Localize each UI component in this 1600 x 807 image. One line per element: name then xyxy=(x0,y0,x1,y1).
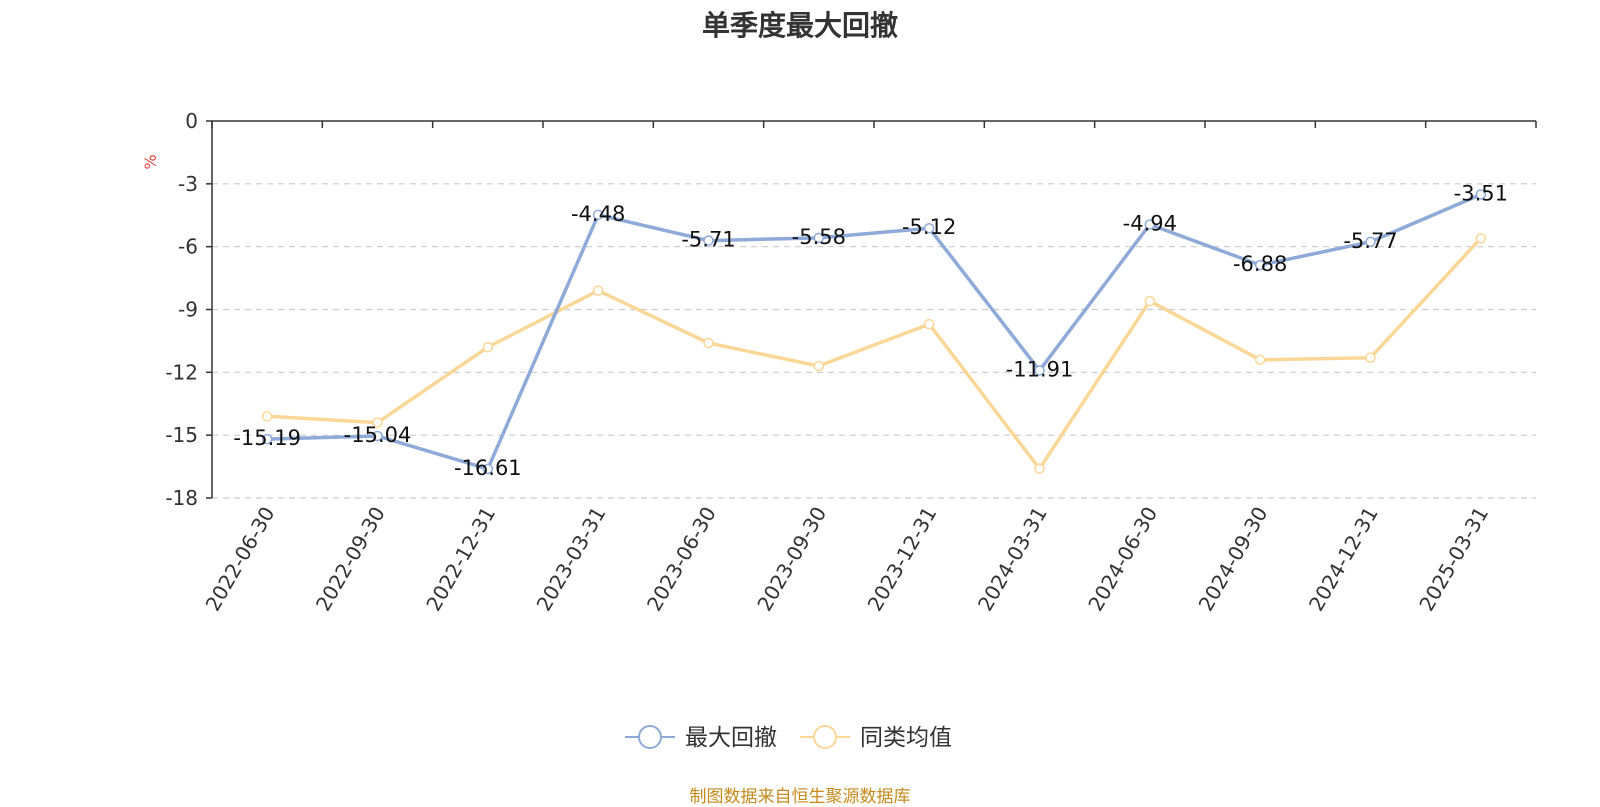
y-tick-label: -9 xyxy=(178,298,198,322)
x-tick-label: 2024-06-30 xyxy=(1083,503,1162,616)
data-point xyxy=(592,209,604,221)
legend-label: 同类均值 xyxy=(860,725,952,751)
y-tick-label: -3 xyxy=(178,172,198,196)
legend: 最大回撤 同类均值 xyxy=(625,725,952,751)
axes xyxy=(206,120,1537,499)
chart-title: 单季度最大回撤 xyxy=(701,9,898,42)
y-axis-unit-label: % xyxy=(141,154,160,169)
x-tick-label: 2022-12-31 xyxy=(421,503,500,616)
data-labels: -15.19 -15.04 -16.61 -4.48 -5.71 -5.58 -5.12 -1… xyxy=(233,182,1508,480)
data-label: -5.58 xyxy=(792,225,846,249)
data-label: -5.12 xyxy=(902,215,956,239)
data-point xyxy=(1254,259,1266,271)
x-tick-label: 2024-09-30 xyxy=(1194,503,1273,616)
data-point xyxy=(703,337,714,349)
x-tick-label: 2024-03-31 xyxy=(973,503,1052,616)
legend-item: 同类均值 xyxy=(800,725,952,751)
data-label: -15.04 xyxy=(344,423,412,447)
data-label: -16.61 xyxy=(454,456,522,480)
legend-label: 最大回撤 xyxy=(685,725,777,751)
data-label: -4.94 xyxy=(1123,211,1177,235)
data-source-note: 制图数据来自恒生聚源数据库 xyxy=(689,787,911,807)
data-point xyxy=(1034,365,1045,376)
data-label: -11.91 xyxy=(1006,357,1074,381)
data-label: -15.19 xyxy=(233,426,301,450)
data-point xyxy=(1144,219,1156,230)
data-label: -4.48 xyxy=(571,202,625,226)
data-point xyxy=(1475,233,1487,244)
series-lines xyxy=(261,189,1487,475)
data-point xyxy=(703,235,714,246)
data-point xyxy=(592,285,604,296)
legend-item: 最大回撤 xyxy=(625,725,777,751)
y-tick-label: -6 xyxy=(178,235,198,259)
series-line xyxy=(267,192,1482,471)
legend-marker-icon xyxy=(638,725,662,749)
y-tick-labels: 0 -3 -6 -9 -12 -15 -18 xyxy=(165,109,198,510)
y-tick-label: 0 xyxy=(185,109,198,133)
x-tick-label: 2022-09-30 xyxy=(311,503,390,616)
data-point xyxy=(1475,189,1487,200)
data-point xyxy=(1365,236,1376,248)
data-label: -5.71 xyxy=(681,228,735,252)
data-point xyxy=(482,463,494,475)
data-point xyxy=(1254,354,1266,366)
x-tick-label: 2024-12-31 xyxy=(1304,503,1383,616)
data-point xyxy=(813,360,825,372)
data-point xyxy=(482,341,494,353)
data-point xyxy=(1144,295,1156,307)
data-point xyxy=(372,430,383,442)
data-point xyxy=(923,318,935,330)
data-point xyxy=(1365,352,1376,363)
x-tick-label: 2023-03-31 xyxy=(532,503,611,616)
data-point xyxy=(261,411,273,422)
x-tick-labels: 2022-06-30 2022-09-30 2022-12-31 2023-03-31… xyxy=(201,503,1494,616)
x-tick-label: 2023-09-30 xyxy=(752,503,831,616)
data-point xyxy=(813,232,825,244)
x-tick-label: 2025-03-31 xyxy=(1414,503,1493,616)
grid-lines xyxy=(212,183,1536,499)
data-point xyxy=(372,417,383,428)
data-label: -5.77 xyxy=(1343,229,1397,253)
data-label: -6.88 xyxy=(1233,252,1287,276)
data-point xyxy=(261,433,273,445)
y-tick-label: -18 xyxy=(165,486,198,510)
data-point xyxy=(1034,463,1045,474)
data-point xyxy=(923,222,935,234)
x-tick-label: 2023-12-31 xyxy=(863,503,942,616)
x-tick-label: 2022-06-30 xyxy=(201,503,280,616)
x-tick-label: 2023-06-30 xyxy=(642,503,721,616)
y-tick-label: -15 xyxy=(165,423,198,447)
data-label: -3.51 xyxy=(1454,182,1508,206)
legend-marker-icon xyxy=(813,725,837,749)
y-tick-label: -12 xyxy=(165,360,198,384)
series-line xyxy=(267,237,1483,471)
